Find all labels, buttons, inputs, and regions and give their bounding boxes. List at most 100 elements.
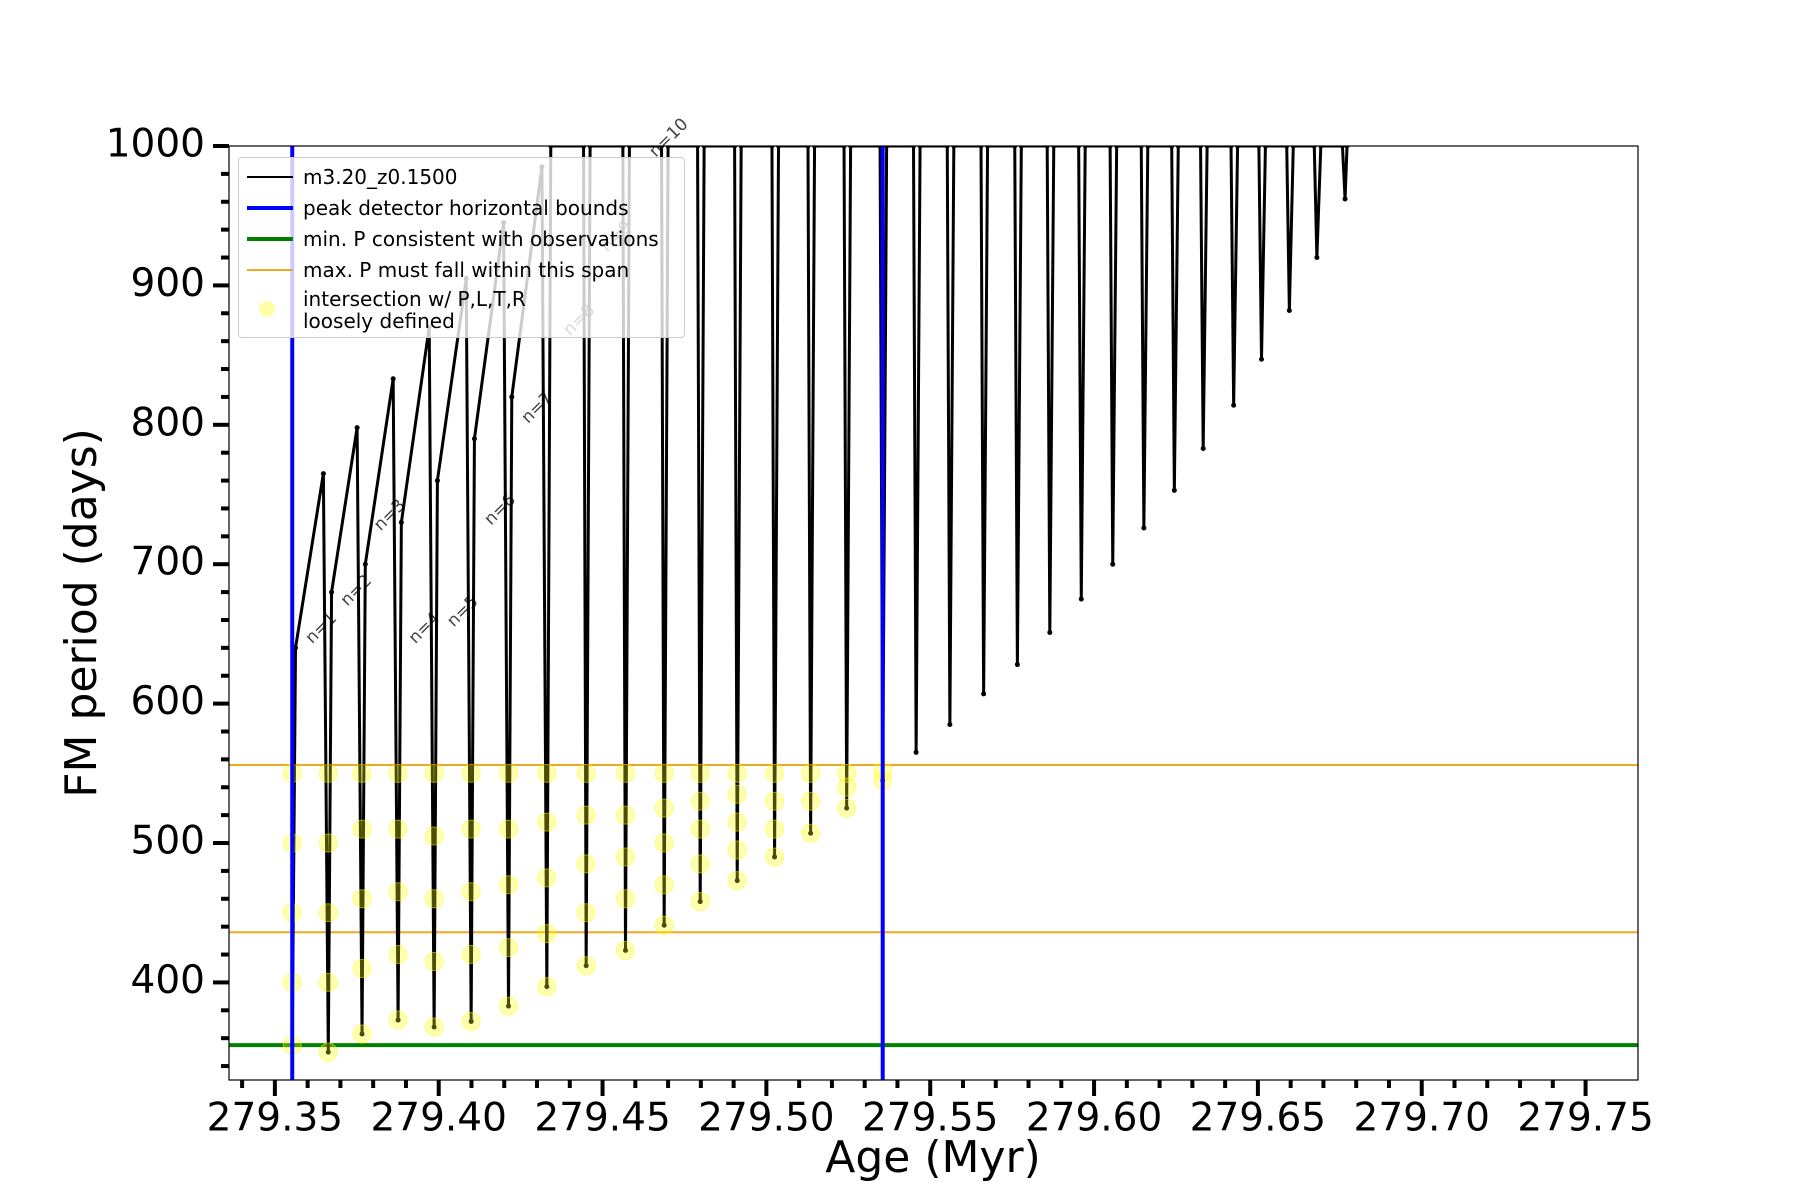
line-marker bbox=[587, 146, 593, 149]
intersection-point bbox=[576, 903, 596, 923]
y-tick-label: 800 bbox=[131, 400, 205, 445]
intersection-point bbox=[576, 805, 596, 825]
intersection-point bbox=[690, 854, 710, 874]
intersection-point bbox=[537, 763, 557, 783]
line-marker bbox=[732, 146, 738, 149]
intersection-point bbox=[727, 763, 747, 783]
line-marker bbox=[468, 1018, 474, 1024]
line-marker bbox=[769, 146, 775, 149]
intersection-point bbox=[690, 791, 710, 811]
line-marker bbox=[695, 146, 701, 149]
line-marker bbox=[1175, 146, 1181, 149]
line-marker bbox=[1051, 146, 1057, 149]
y-tick-label: 600 bbox=[131, 679, 205, 724]
line-marker bbox=[1076, 146, 1082, 149]
line-marker bbox=[701, 146, 707, 149]
line-marker bbox=[1339, 146, 1345, 149]
intersection-point bbox=[537, 924, 557, 944]
line-marker bbox=[947, 722, 953, 728]
line-marker bbox=[1141, 525, 1147, 531]
line-marker bbox=[329, 589, 335, 595]
x-tick-label: 279.45 bbox=[534, 1096, 670, 1141]
legend-handle bbox=[239, 195, 303, 221]
line-marker bbox=[544, 984, 550, 990]
legend-handle bbox=[239, 257, 303, 283]
intersection-point bbox=[424, 1017, 444, 1037]
intersection-point bbox=[727, 871, 747, 891]
intersection-point bbox=[576, 854, 596, 874]
line-marker bbox=[1078, 596, 1084, 602]
annotation: n=6 bbox=[480, 490, 519, 529]
line-marker bbox=[917, 146, 923, 149]
intersection-point bbox=[318, 972, 338, 992]
x-tick-label: 279.55 bbox=[862, 1096, 998, 1141]
line-marker bbox=[325, 1049, 331, 1055]
x-tick-label: 279.70 bbox=[1354, 1096, 1490, 1141]
line-marker bbox=[506, 1003, 512, 1009]
intersection-point bbox=[352, 819, 372, 839]
intersection-point bbox=[615, 763, 635, 783]
series-line bbox=[290, 146, 1349, 1054]
line-marker bbox=[583, 963, 589, 969]
intersection-point bbox=[461, 763, 481, 783]
line-marker bbox=[1200, 446, 1206, 452]
line-marker bbox=[1290, 146, 1296, 149]
line-marker bbox=[1231, 402, 1237, 408]
line-marker bbox=[1259, 356, 1265, 362]
intersection-point bbox=[576, 956, 596, 976]
intersection-point bbox=[461, 819, 481, 839]
y-tick-label: 400 bbox=[131, 958, 205, 1003]
line-marker bbox=[395, 1017, 401, 1023]
intersection-point bbox=[690, 763, 710, 783]
line-marker bbox=[620, 146, 626, 149]
line-marker bbox=[1342, 196, 1348, 202]
x-tick-label: 279.75 bbox=[1517, 1096, 1653, 1141]
y-tick-label: 900 bbox=[131, 261, 205, 306]
line-marker bbox=[776, 146, 782, 149]
intersection-point bbox=[801, 791, 821, 811]
annotation: n=1 bbox=[302, 608, 341, 647]
line-marker bbox=[1344, 146, 1350, 149]
line-marker bbox=[354, 425, 360, 431]
annotation: n=5 bbox=[443, 592, 482, 631]
legend-swatch bbox=[247, 176, 293, 178]
line-marker bbox=[697, 899, 703, 905]
line-marker bbox=[622, 947, 628, 953]
line-marker bbox=[626, 146, 632, 149]
legend-handle bbox=[239, 297, 303, 323]
intersection-point bbox=[615, 940, 635, 960]
line-marker bbox=[1138, 146, 1144, 149]
line-marker bbox=[1311, 146, 1317, 149]
intersection-point bbox=[499, 938, 519, 958]
line-marker bbox=[1082, 146, 1088, 149]
intersection-point bbox=[690, 892, 710, 912]
line-marker bbox=[659, 146, 665, 149]
intersection-point bbox=[837, 763, 857, 783]
line-marker bbox=[398, 519, 404, 525]
legend-entry: max. P must fall within this span bbox=[239, 257, 629, 283]
intersection-point bbox=[318, 763, 338, 783]
line-marker bbox=[362, 561, 368, 567]
intersection-point bbox=[388, 1010, 408, 1030]
intersection-point bbox=[318, 903, 338, 923]
legend-label: m3.20_z0.1500 bbox=[303, 165, 458, 189]
line-marker bbox=[1110, 561, 1116, 567]
intersection-point bbox=[424, 889, 444, 909]
intersection-point bbox=[837, 777, 857, 797]
intersection-point bbox=[424, 763, 444, 783]
legend-entry: m3.20_z0.1500 bbox=[239, 164, 458, 190]
line-marker bbox=[981, 691, 987, 697]
legend: m3.20_z0.1500 peak detector horizontal bo… bbox=[238, 157, 685, 338]
legend-label: intersection w/ P,L,T,R loosely defined bbox=[303, 287, 526, 333]
legend-label: min. P consistent with observations bbox=[303, 227, 659, 251]
legend-swatch bbox=[247, 206, 293, 210]
intersection-point bbox=[615, 805, 635, 825]
line-marker bbox=[841, 146, 847, 149]
intersection-point bbox=[837, 798, 857, 818]
intersection-point bbox=[352, 889, 372, 909]
intersection-point bbox=[765, 763, 785, 783]
y-tick-label: 500 bbox=[131, 819, 205, 864]
intersection-point bbox=[352, 1024, 372, 1044]
intersection-point bbox=[537, 868, 557, 888]
line-marker bbox=[1047, 630, 1053, 636]
